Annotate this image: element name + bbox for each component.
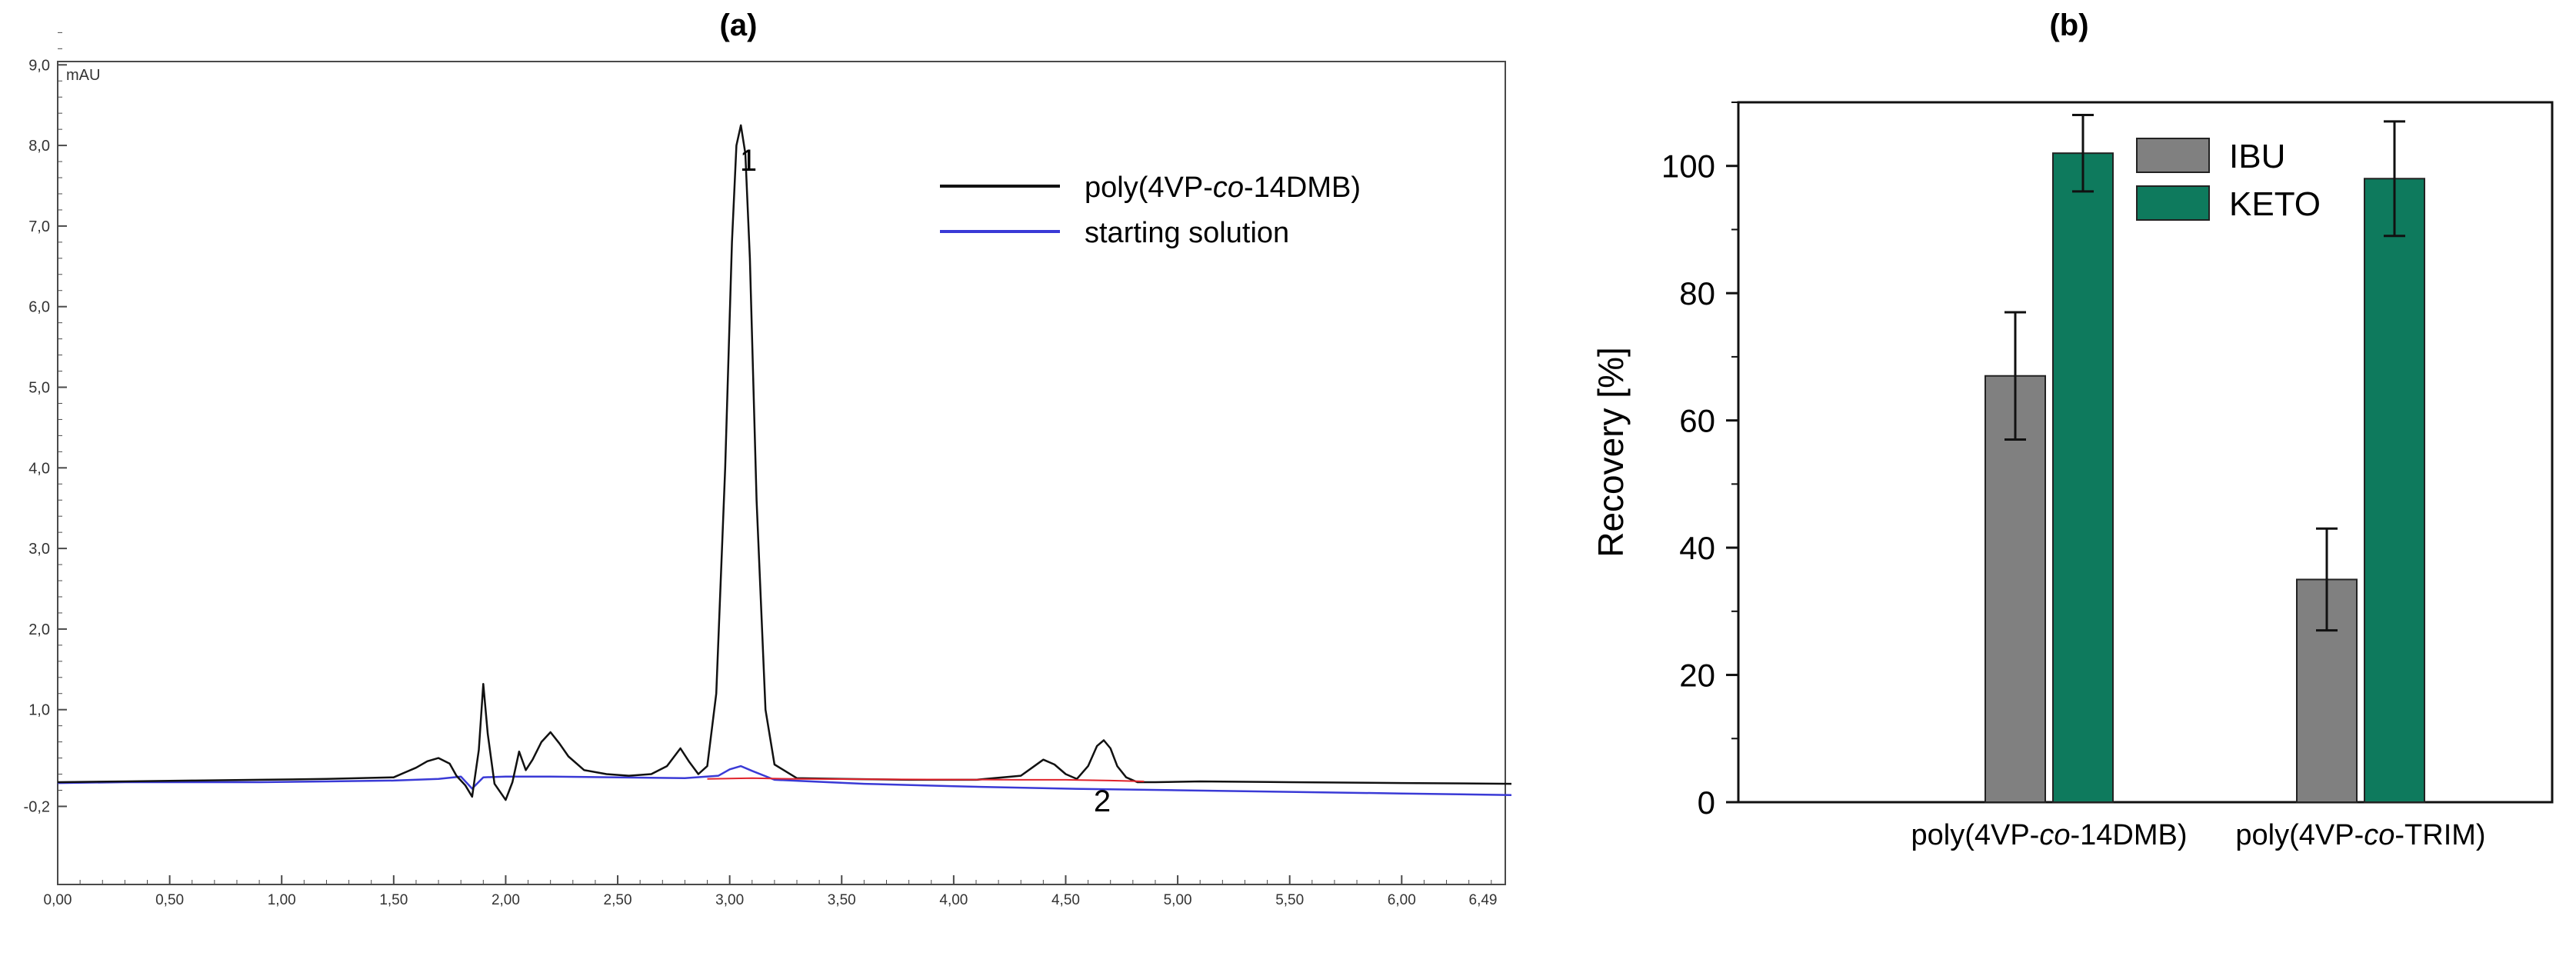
category-suffix: -TRIM) xyxy=(2394,819,2485,851)
panel-b-plot-frame xyxy=(1737,101,2554,804)
y-tick-label: 5,0 xyxy=(28,380,50,397)
category-prefix: poly(4VP- xyxy=(2235,819,2364,851)
legend-series1-prefix: poly(4VP- xyxy=(1085,172,1213,204)
series-line-starting-solution xyxy=(57,764,1512,797)
legend-swatch-ibu xyxy=(2136,138,2210,173)
x-tick-label: 5,50 xyxy=(1275,892,1304,908)
y-tick-label: 60 xyxy=(1679,403,1715,439)
panel-b-y-axis-label: Recovery [%] xyxy=(1591,347,1631,558)
panel-a-traces xyxy=(57,124,1512,801)
legend-label-ibu: IBU xyxy=(2229,138,2285,175)
y-tick-label: 7,0 xyxy=(28,218,50,235)
panel-b-bar-chart: (b) Recovery [%] 0 20 40 60 80 100 poly(4VP-c… xyxy=(1591,8,2554,851)
y-tick-label: 1,0 xyxy=(28,702,50,719)
peak-label-1: 1 xyxy=(740,144,757,178)
panel-a-legend: poly(4VP-co-14DMB) starting solution xyxy=(940,172,1361,249)
x-tick-label: 2,00 xyxy=(492,892,520,908)
x-tick-label: 0,50 xyxy=(155,892,184,908)
y-tick-label: 100 xyxy=(1661,148,1715,185)
y-tick-label: 20 xyxy=(1679,658,1715,694)
category-italic: co xyxy=(2364,819,2394,851)
bar-keto-2 xyxy=(2364,178,2425,804)
y-tick-label: 4,0 xyxy=(28,460,50,477)
legend-label-series2: starting solution xyxy=(1085,217,1289,249)
panel-b-bars xyxy=(1984,114,2425,804)
legend-series1-suffix: -14DMB) xyxy=(1244,172,1361,204)
bar-ibu-1 xyxy=(1984,375,2046,803)
x-tick-label: 3,50 xyxy=(828,892,856,908)
y-tick-label: 40 xyxy=(1679,530,1715,566)
x-category-label-2: poly(4VP-co-TRIM) xyxy=(2235,819,2485,851)
panel-a-x-axis: 0,00 0,50 1,00 1,50 2,00 2,50 3,00 3,50 4,00 4,50… xyxy=(44,875,1492,908)
y-tick-label: 2,0 xyxy=(28,621,50,638)
category-prefix: poly(4VP- xyxy=(1911,819,2039,851)
x-category-label-1: poly(4VP-co-14DMB) xyxy=(1911,819,2187,851)
legend-swatch-keto xyxy=(2136,185,2210,221)
category-italic: co xyxy=(2039,819,2070,851)
x-tick-label: 3,00 xyxy=(715,892,744,908)
y-tick-label: 9,0 xyxy=(28,57,50,74)
panel-a-plot-frame xyxy=(57,61,1506,885)
y-unit-label: mAU xyxy=(66,67,100,84)
y-tick-label: 6,0 xyxy=(28,299,50,316)
y-tick-label: 8,0 xyxy=(28,138,50,155)
x-tick-label: 0,00 xyxy=(44,892,72,908)
x-tick-label: 5,00 xyxy=(1164,892,1192,908)
y-tick-label: 3,0 xyxy=(28,541,50,558)
y-tick-label: -0,2 xyxy=(24,798,50,815)
bar-keto-1 xyxy=(2052,152,2114,803)
x-tick-label: 2,50 xyxy=(604,892,632,908)
panel-b-legend: IBU KETO xyxy=(2136,138,2321,223)
panel-a-label: (a) xyxy=(720,8,758,42)
x-tick-label: 1,00 xyxy=(268,892,296,908)
legend-label-series1: poly(4VP-co-14DMB) xyxy=(1085,172,1361,204)
x-tick-label: 4,50 xyxy=(1051,892,1080,908)
panel-b-label: (b) xyxy=(2049,8,2088,42)
series-line-baseline xyxy=(707,777,1145,782)
panel-a-y-axis: -0,2 1,0 2,0 3,0 4,0 5,0 6,0 7,0 8,0 9,0 xyxy=(24,32,67,815)
x-tick-label: 4,00 xyxy=(939,892,968,908)
category-suffix: -14DMB) xyxy=(2070,819,2187,851)
peak-label-2: 2 xyxy=(1094,784,1111,818)
x-tick-label: 1,50 xyxy=(379,892,408,908)
y-tick-label: 0 xyxy=(1698,784,1715,821)
legend-series1-italic: co xyxy=(1213,172,1244,204)
panel-b-x-axis: poly(4VP-co-14DMB) poly(4VP-co-TRIM) xyxy=(1911,819,2485,851)
y-tick-label: 80 xyxy=(1679,275,1715,311)
series-line-sample xyxy=(57,124,1512,801)
panel-b-y-axis: 0 20 40 60 80 100 xyxy=(1661,102,1738,821)
x-axis-end-label: 6,49 xyxy=(1469,892,1498,908)
panel-a-chromatogram: (a) mAU -0,21,02,03,04,05,06,07,08,09,0 … xyxy=(24,8,1512,908)
x-tick-label: 6,00 xyxy=(1388,892,1416,908)
legend-label-keto: KETO xyxy=(2229,185,2321,223)
